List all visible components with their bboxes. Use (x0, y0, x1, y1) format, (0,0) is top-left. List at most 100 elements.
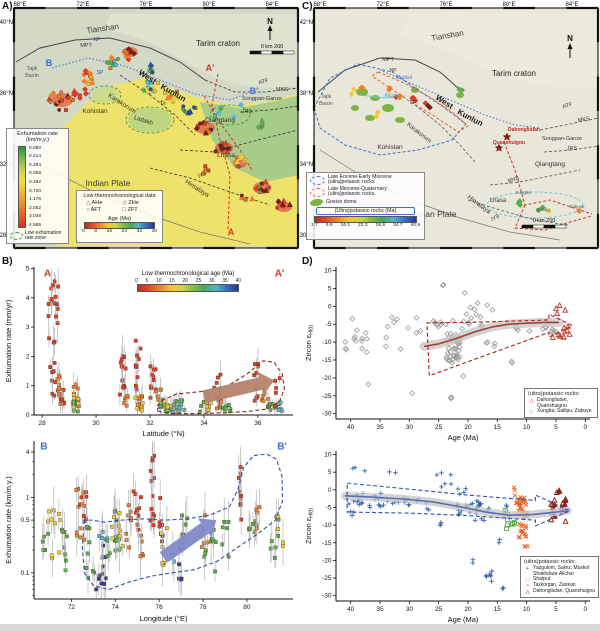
svg-text:78: 78 (199, 604, 207, 611)
potassic-legend-item: Late Eocene-Early Miocene (ultra)potassic… (310, 174, 421, 186)
svg-text:34: 34 (200, 420, 208, 427)
potassic-legend-item: Late Miocene-Quaternary (ultra)potassic r… (310, 186, 421, 198)
thermo-legend-item: △ AHe (86, 200, 103, 207)
plus-blue-icon: + (525, 566, 530, 572)
svg-text:-30: -30 (322, 593, 332, 600)
gneiss-dome-icon (310, 198, 323, 206)
svg-text:SP: SP (409, 100, 417, 106)
square-green-icon: □ (525, 577, 530, 583)
svg-text:10: 10 (324, 452, 332, 459)
svg-text:A': A' (275, 269, 285, 280)
svg-text:ATF: ATF (258, 77, 270, 86)
svg-text:25: 25 (435, 424, 443, 431)
svg-text:80: 80 (243, 604, 251, 611)
svg-text:Sailipu: Sailipu (536, 207, 550, 212)
bottom-gray-bar (0, 624, 600, 631)
svg-text:10: 10 (523, 606, 531, 613)
x-orange-icon: × (525, 583, 530, 590)
svg-text:NP: NP (390, 68, 398, 74)
svg-text:80°E: 80°E (502, 2, 515, 8)
d-legend-item: △ Dahongliutan, Quanshuigou (529, 397, 568, 409)
svg-text:30: 30 (406, 424, 414, 431)
svg-text:-20: -20 (322, 557, 332, 564)
svg-text:0.1: 0.1 (20, 570, 29, 577)
svg-text:84°E: 84°E (265, 2, 278, 8)
svg-text:76°E: 76°E (439, 2, 452, 8)
svg-text:MKS: MKS (577, 116, 590, 124)
svg-text:28: 28 (38, 420, 46, 427)
svg-text:IYS: IYS (197, 170, 208, 180)
svg-text:4: 4 (26, 295, 30, 302)
svg-text:35: 35 (376, 424, 384, 431)
svg-text:Qiangtang: Qiangtang (535, 161, 565, 168)
svg-text:68°E: 68°E (313, 2, 326, 8)
svg-text:-30: -30 (322, 411, 332, 418)
panel-c-label: C) (302, 1, 313, 12)
svg-text:Qiangtang: Qiangtang (205, 117, 235, 124)
svg-text:SP: SP (97, 70, 104, 76)
exhumation-value: 1.176 (29, 197, 42, 203)
thermo-legend-item: ◇ ZHe (122, 200, 139, 207)
svg-text:3: 3 (26, 324, 30, 331)
svg-text:B': B' (277, 442, 287, 453)
b-colorbar-title: Low-thermochronological age (Ma) (141, 271, 235, 277)
svg-text:Tarim craton: Tarim craton (196, 39, 240, 48)
svg-text:BNS: BNS (507, 175, 520, 185)
svg-text:Songpan-Ganze: Songpan-Ganze (242, 96, 282, 102)
thermo-legend-item: □ ZFT (122, 207, 138, 214)
d-legend-item: ◇ Xungba, Sailipu, Zabuye (529, 408, 592, 415)
exhumation-colorbar-values: 0.060 0.214 0.294 0.358 0.482 0.720 1.176 2.052… (29, 146, 41, 228)
potassic-colorbar-ticks: 3.7 9.9 16.1 22.3 28.5 34.7 40.9 (311, 223, 420, 229)
potassic-legend-item: Gneiss dome (310, 199, 421, 206)
svg-text:Exhumation rate (km/m.y.): Exhumation rate (km/m.y.) (4, 476, 13, 564)
d-bottom-legend-title: (ultra)potassic rocks: (524, 559, 576, 565)
svg-text:40: 40 (347, 606, 355, 613)
exhumation-value: 2.052 (29, 205, 42, 211)
svg-text:Tajik: Tajik (26, 66, 37, 72)
svg-text:0: 0 (328, 487, 332, 494)
svg-text:Exhumation rate (mm/yr): Exhumation rate (mm/yr) (4, 299, 13, 382)
d-legend-item: + Yazgulom, Sarez, Muskol Shakhdara-Alichu… (525, 565, 590, 577)
svg-text:MKS: MKS (276, 87, 288, 93)
svg-text:BNS: BNS (220, 146, 233, 154)
svg-text:35: 35 (376, 606, 384, 613)
svg-text:A: A (228, 227, 235, 237)
svg-text:34°N: 34°N (300, 162, 313, 168)
svg-text:5: 5 (554, 424, 558, 431)
svg-text:Longitude (°E): Longitude (°E) (139, 614, 188, 623)
zhe-symbol-icon: ◇ (122, 200, 127, 207)
thermo-legend-item: ○ AFT (86, 207, 102, 214)
exhumation-value: 4.585 (29, 222, 42, 228)
svg-text:Age (Ma): Age (Ma) (448, 433, 479, 442)
svg-text:5: 5 (328, 285, 332, 292)
svg-text:Tianshan: Tianshan (86, 22, 120, 35)
exhumation-value: 0.358 (29, 171, 42, 177)
svg-text:-10: -10 (322, 339, 332, 346)
exhumation-colorbar (18, 145, 26, 228)
svg-text:74: 74 (112, 604, 120, 611)
panel-d-label: D) (302, 256, 313, 267)
svg-text:20: 20 (464, 424, 472, 431)
svg-text:Zircon εHf(t): Zircon εHf(t) (304, 325, 315, 361)
svg-text:1: 1 (26, 383, 30, 390)
svg-text:Age (Ma): Age (Ma) (448, 615, 479, 624)
exhumation-value: 0.294 (29, 162, 42, 168)
d-legend-item: △ Dahongliutan, Quanshuigou (525, 588, 595, 596)
svg-text:Zircon εHf(t): Zircon εHf(t) (304, 508, 315, 544)
svg-text:Zabuye: Zabuye (569, 204, 585, 209)
d-top-legend-title: (ultra)potassic rocks: (528, 391, 580, 397)
svg-text:5: 5 (26, 265, 30, 272)
svg-text:Ladakh: Ladakh (133, 115, 154, 127)
svg-text:A: A (44, 269, 51, 280)
potassic-colorbar-title: (Ultra)potassic rocks (Ma) (316, 206, 415, 216)
d-top-legend: (ultra)potassic rocks: △ Dahongliutan, Qu… (524, 388, 598, 419)
svg-text:-5: -5 (326, 504, 332, 511)
svg-text:38°N: 38°N (300, 91, 313, 97)
svg-text:0 km 200: 0 km 200 (533, 218, 556, 224)
exhumation-value: 0.214 (29, 154, 42, 160)
svg-text:B': B' (250, 86, 259, 96)
chart-panel-d: 40 35 30 25 20 15 10 5 0 10 5 0 -5 -10 -15 -20 -25 -30 Age… (304, 267, 590, 624)
svg-text:N: N (267, 17, 273, 26)
blue-dashed-outline-icon (310, 175, 325, 185)
